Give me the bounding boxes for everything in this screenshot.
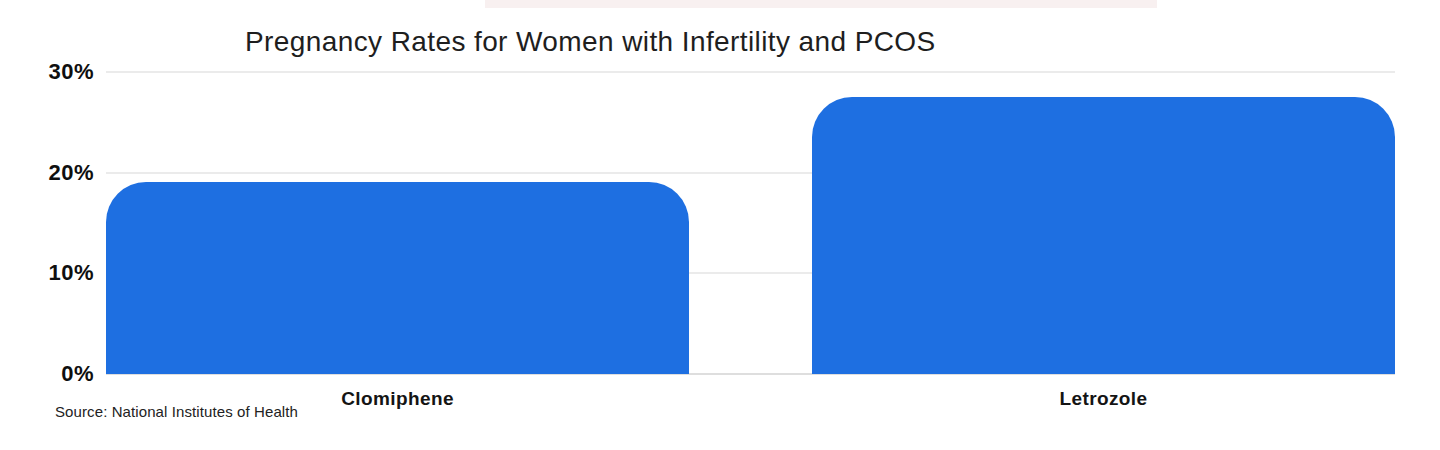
y-axis-tick-label: 0% [0, 361, 94, 387]
x-axis-label-clomiphene: Clomiphene [106, 388, 689, 410]
x-axis-label-letrozole: Letrozole [812, 388, 1395, 410]
chart-canvas: Pregnancy Rates for Women with Infertili… [0, 0, 1440, 450]
y-axis-tick-label: 20% [0, 160, 94, 186]
bar-clomiphene[interactable] [106, 182, 689, 374]
plot-area [106, 72, 1395, 374]
y-axis-tick-label: 30% [0, 59, 94, 85]
gridline-30% [106, 71, 1395, 73]
y-axis-tick-label: 10% [0, 260, 94, 286]
chart-title: Pregnancy Rates for Women with Infertili… [245, 26, 936, 58]
bar-letrozole[interactable] [812, 97, 1395, 374]
top-accent-stripe [485, 0, 1157, 8]
